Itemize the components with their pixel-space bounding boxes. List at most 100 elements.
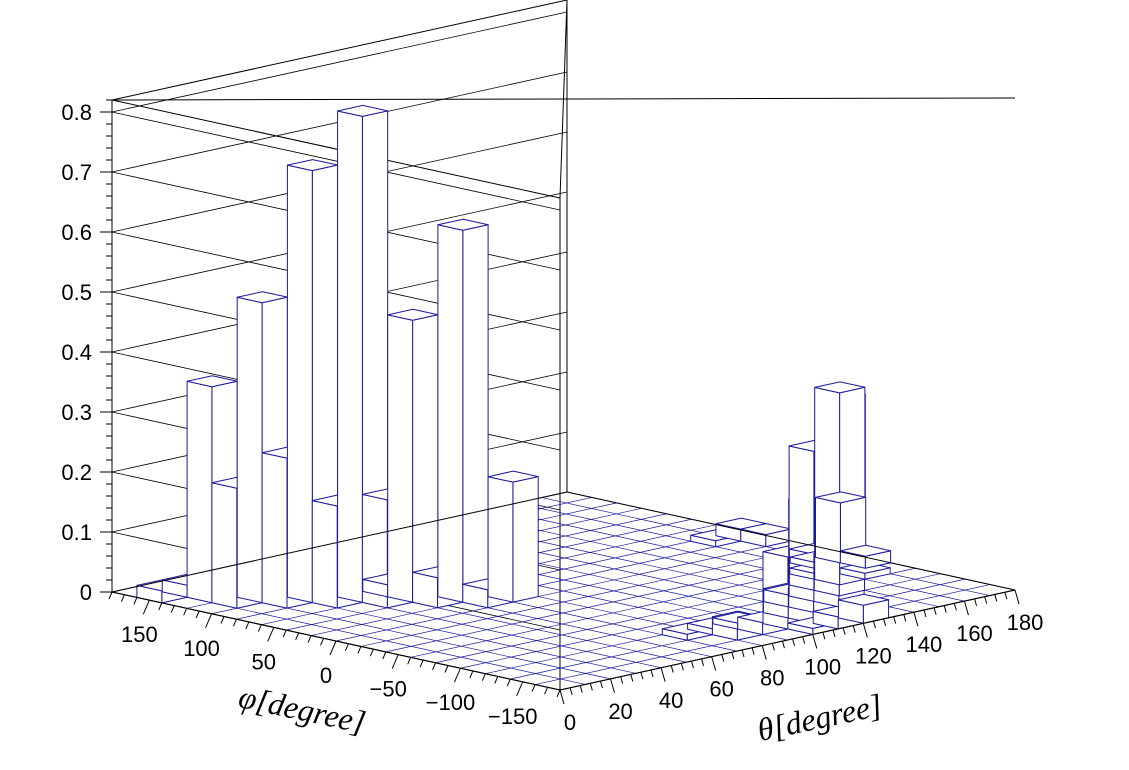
phi-axis-tick: [158, 602, 163, 611]
phi-axis-tick: [516, 681, 524, 697]
theta-axis-tick: [640, 672, 644, 680]
phi-axis-tick: [391, 654, 399, 669]
theta-tick-label: 60: [709, 677, 733, 702]
theta-tick-label: 40: [659, 688, 683, 713]
theta-axis-tick: [650, 669, 654, 678]
phi-axis-tick: [307, 635, 312, 643]
phi-axis-tick: [494, 676, 499, 684]
theta-axis-tick: [974, 598, 978, 607]
left-wall-gridline: [111, 111, 561, 211]
bin-face-top: [337, 104, 389, 117]
bin-face-top: [387, 308, 439, 321]
theta-axis-tick: [771, 643, 775, 651]
phi-tick-label: 100: [183, 636, 220, 661]
theta-axis-tick: [701, 658, 705, 667]
histogram-bars: [136, 104, 892, 641]
floor-gridline: [360, 546, 816, 647]
theta-tick-label: 0: [564, 710, 576, 735]
phi-axis-tick: [382, 651, 387, 660]
theta-axis-tick: [731, 652, 735, 660]
theta-axis-tick: [670, 665, 674, 673]
phi-tick-label: −50: [370, 677, 407, 702]
phi-axis-tick: [232, 619, 237, 627]
phi-axis-tick: [133, 597, 138, 605]
bin-face-side: [311, 500, 338, 609]
histogram-bin: [487, 470, 539, 603]
phi-axis-tick: [320, 638, 325, 646]
theta-tick-label: 180: [1007, 610, 1044, 635]
theta-axis-tick: [963, 600, 969, 616]
bin-face-front: [512, 476, 539, 603]
theta-tick-label: 160: [956, 621, 993, 646]
left-top-edge: [111, 99, 561, 199]
theta-axis-tick: [579, 685, 583, 693]
theta-axis-tick: [741, 649, 745, 658]
phi-axis-tick: [419, 659, 424, 668]
bin-face-side: [437, 224, 464, 603]
z-tick-label: 0.7: [61, 160, 92, 185]
phi-axis-tick: [170, 605, 175, 613]
phi-axis-tick: [556, 689, 561, 698]
theta-axis-tick: [690, 660, 694, 669]
bin-face-top: [236, 291, 288, 304]
theta-tick-label: 120: [855, 643, 892, 668]
bin-face-side: [186, 380, 213, 604]
theta-axis-tick: [792, 638, 796, 647]
theta-axis: 0 20 40 60 80 100 120 140 160 180: [559, 589, 1044, 735]
theta-axis-tick: [883, 618, 887, 627]
phi-axis-tick: [329, 640, 337, 656]
bin-face-top: [186, 375, 238, 388]
phi-axis-tick: [444, 665, 449, 673]
phi-axis-tick: [220, 616, 225, 624]
phi-axis-tick: [469, 670, 474, 679]
phi-axis-tick: [195, 610, 200, 619]
phi-axis-tick: [453, 668, 461, 683]
theta-axis-tick: [802, 636, 806, 644]
back-wall-gridline: [111, 11, 568, 113]
z-tick-label: 0.3: [61, 400, 92, 425]
z-tick-label: 0.4: [61, 340, 92, 365]
theta-axis-tick: [569, 687, 573, 695]
phi-axis-tick: [120, 594, 125, 602]
bin-face-side: [286, 164, 313, 604]
theta-axis-tick: [599, 680, 603, 689]
phi-axis-tick: [369, 648, 374, 657]
theta-axis-tick: [559, 689, 565, 705]
bin-face-top: [837, 593, 890, 606]
phi-axis-tick: [531, 684, 536, 692]
theta-axis-tick: [893, 616, 897, 624]
phi-axis-tick: [142, 599, 150, 615]
theta-axis-tick: [822, 632, 826, 640]
phi-axis-title: φ[degree]: [236, 678, 369, 740]
bin-face-front: [462, 224, 489, 603]
z-tick-label: 0.1: [61, 520, 92, 545]
phi-axis-tick: [295, 632, 300, 641]
theta-axis-tick: [872, 620, 876, 629]
bin-face-top: [487, 470, 539, 483]
floor-back-edge: [111, 491, 568, 593]
histogram-bin: [815, 491, 867, 564]
theta-axis-tick: [953, 603, 957, 611]
theta-axis-line: [559, 589, 1016, 691]
bin-face-front: [412, 314, 439, 603]
floor-right-edge: [566, 491, 1016, 591]
theta-tick-label: 80: [760, 666, 784, 691]
phi-axis-tick: [183, 608, 188, 616]
theta-axis-tick: [852, 625, 856, 633]
back-top-edge: [111, 0, 568, 101]
phi-tick-label: 0: [320, 663, 332, 688]
bin-face-side: [337, 110, 363, 603]
phi-tick-label: 50: [252, 649, 276, 674]
z-axis: 0 0.1 0.2 0.3 0.4 0.5 0.6 0.7 0.8: [61, 99, 113, 605]
phi-axis-tick: [506, 678, 511, 687]
bin-face-top: [740, 523, 792, 536]
phi-axis-tick: [205, 613, 213, 628]
theta-axis-tick: [923, 609, 927, 618]
theta-axis-tick: [630, 674, 634, 682]
theta-axis-tick: [1014, 589, 1020, 605]
histogram-bin: [437, 218, 489, 603]
z-tick-label: 0: [80, 580, 92, 605]
bin-face-side: [387, 314, 414, 603]
theta-axis-tick: [620, 676, 624, 684]
